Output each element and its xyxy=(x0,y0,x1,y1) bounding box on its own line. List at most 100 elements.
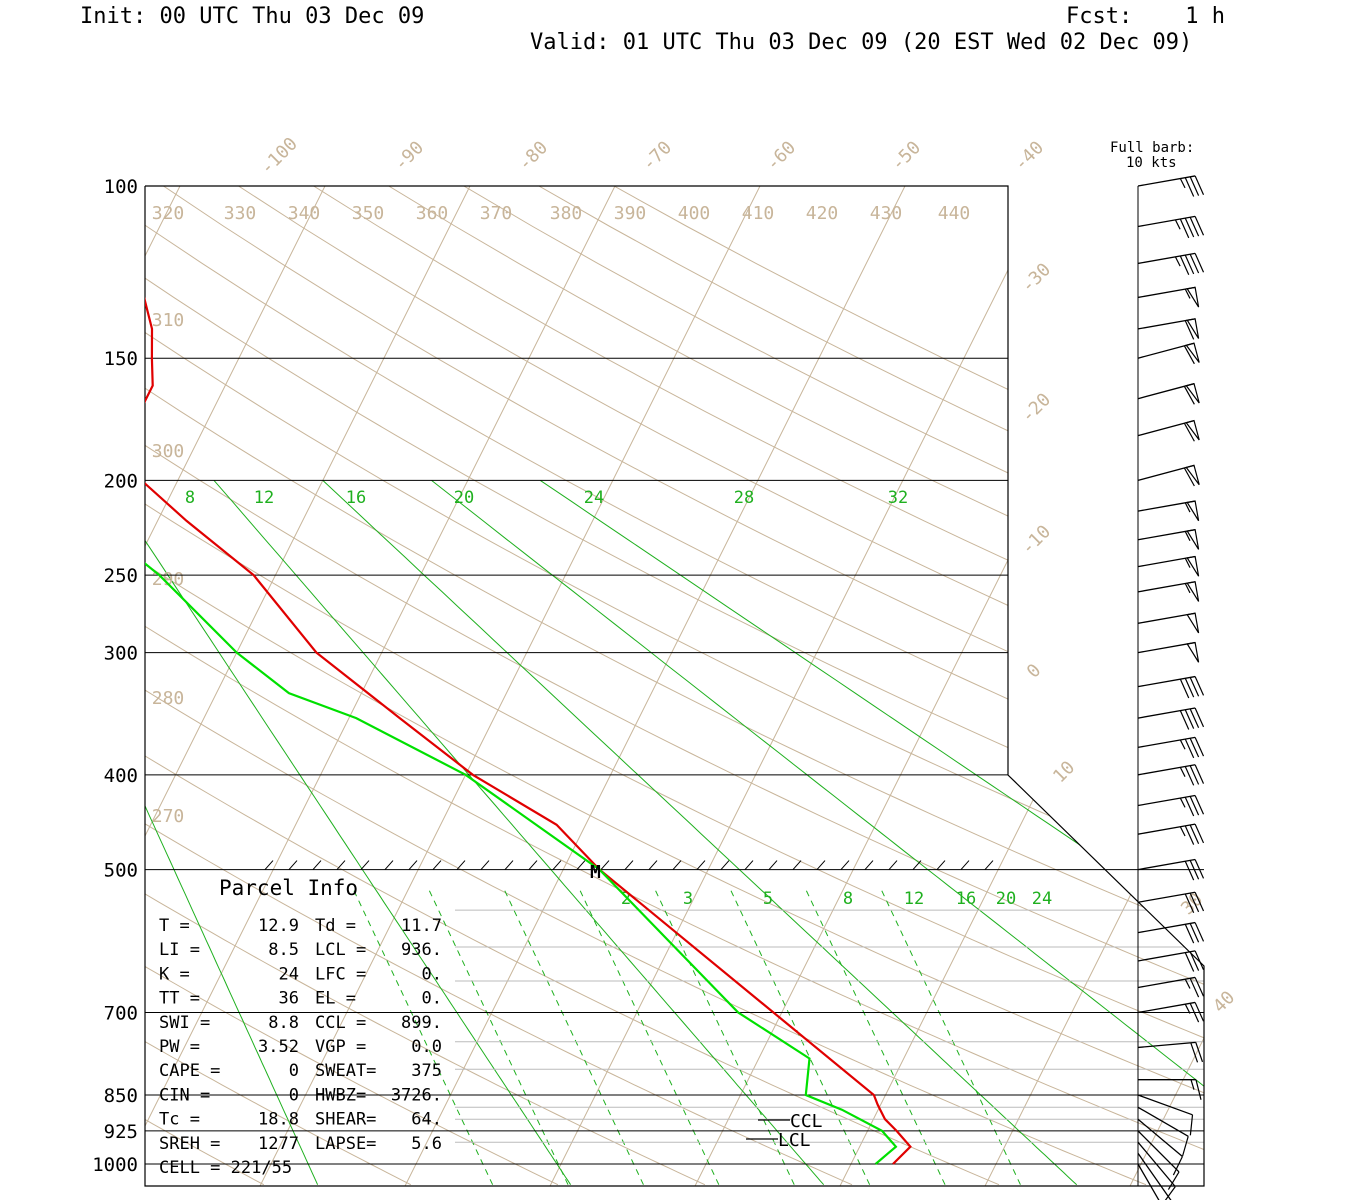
parcel-info-cell: Td = xyxy=(315,916,356,936)
parcel-info-cell: Tc = xyxy=(159,1110,200,1130)
mixing-ratio-curve xyxy=(145,480,319,1185)
hatch-tick xyxy=(984,860,994,870)
parcel-info-cell: CELL = 221/55 xyxy=(159,1158,292,1178)
wind-barb xyxy=(1137,1163,1160,1200)
mixing-ratio-label: 16 xyxy=(956,889,976,909)
dry-adiabat-line xyxy=(145,186,412,1186)
theta-label: 410 xyxy=(742,203,775,224)
mixing-ratio-label: 12 xyxy=(904,889,924,909)
mixing-ratio-dashed-line xyxy=(351,886,494,1185)
isotherm-label: -20 xyxy=(1017,389,1055,427)
wind-barb xyxy=(1137,500,1200,522)
parcel-info-cell: 11.7 xyxy=(401,916,442,936)
theta-label: 360 xyxy=(416,203,449,224)
hatch-tick xyxy=(744,860,754,870)
pressure-label: 1000 xyxy=(92,1154,138,1176)
hatch-tick xyxy=(432,860,442,870)
parcel-info-cell: 0 xyxy=(289,1061,299,1081)
isotherm-label: -100 xyxy=(256,133,302,179)
hatch-tick xyxy=(864,860,874,870)
parcel-info-cell: PW = xyxy=(159,1037,200,1057)
theta-label: 340 xyxy=(288,203,321,224)
dry-adiabat-line xyxy=(145,186,1204,1186)
parcel-info-cell: 18.8 xyxy=(258,1110,299,1130)
wind-barb xyxy=(1137,318,1200,340)
parcel-info-cell: 24 xyxy=(279,964,299,984)
parcel-info-title: Parcel Info xyxy=(219,876,358,900)
isotherm-line xyxy=(145,186,493,1186)
theta-label: 380 xyxy=(550,203,583,224)
hatch-tick xyxy=(336,860,346,870)
mixing-ratio-label: 2 xyxy=(621,889,631,909)
hatch-tick xyxy=(408,860,418,870)
wind-barb xyxy=(1137,1118,1183,1176)
barb-legend-line1: Full barb: xyxy=(1110,140,1194,156)
isotherm-line xyxy=(830,186,1204,1186)
wind-barb xyxy=(1137,1001,1205,1023)
hatch-tick xyxy=(528,860,538,870)
parcel-info-cell: 12.9 xyxy=(258,916,299,936)
parcel-info-cell: SHEAR= xyxy=(315,1110,376,1130)
wind-barb xyxy=(1137,1041,1204,1063)
wind-barb xyxy=(1137,464,1200,487)
hatch-tick xyxy=(624,860,634,870)
hatch-tick xyxy=(456,860,466,870)
isotherm-label: 10 xyxy=(1049,757,1079,787)
parcel-info-cell: 1277 xyxy=(258,1134,299,1154)
hatch-tick xyxy=(672,860,682,870)
mixing-ratio-curve xyxy=(540,479,1204,1186)
parcel-info-cell: SWEAT= xyxy=(315,1061,376,1081)
hatch-tick xyxy=(936,860,946,870)
theta-label: 330 xyxy=(224,203,257,224)
isotherm-label: -50 xyxy=(887,137,925,175)
wind-barb xyxy=(1137,1106,1189,1157)
mixing-ratio-curve xyxy=(431,480,1204,1186)
wind-barb xyxy=(1137,823,1205,845)
parcel-info-cell: 0. xyxy=(422,964,442,984)
theta-label: 300 xyxy=(152,441,185,462)
mixing-ratio-dashed-line xyxy=(577,886,720,1185)
hatch-tick xyxy=(792,860,802,870)
wind-barb xyxy=(1137,382,1200,405)
hatch-tick xyxy=(888,860,898,870)
temperature-profile xyxy=(145,186,912,1165)
mixing-ratio-dashed-line xyxy=(803,886,946,1185)
wind-barb xyxy=(1137,707,1205,730)
dry-adiabat-line xyxy=(145,186,1147,1186)
parcel-info-cell: LCL = xyxy=(315,940,366,960)
isotherm-line xyxy=(395,186,928,1186)
parcel-info-cell: LFC = xyxy=(315,964,366,984)
isotherm-label: 30 xyxy=(1177,889,1207,919)
isotherm-line xyxy=(0,141,57,1200)
theta-label: 400 xyxy=(678,203,711,224)
hatch-tick xyxy=(648,860,658,870)
hatch-tick xyxy=(264,860,274,870)
dewpoint-profile xyxy=(145,186,898,1165)
mixing-ratio-label: 8 xyxy=(843,889,853,909)
pressure-label: 500 xyxy=(104,860,138,882)
hatch-tick xyxy=(312,860,322,870)
parcel-info-cell: 899. xyxy=(401,1013,442,1033)
dry-adiabat-line xyxy=(463,186,1204,1186)
isotherm-line xyxy=(145,186,348,1186)
mixing-ratio-dashed-line xyxy=(653,886,795,1185)
pressure-label: 150 xyxy=(104,348,138,370)
pressure-label: 925 xyxy=(104,1121,138,1143)
dry-adiabat-line xyxy=(317,186,1204,1186)
isotherm-label: -30 xyxy=(1017,259,1055,297)
parcel-info-cell: 36 xyxy=(279,989,299,1009)
hatch-tick xyxy=(552,860,562,870)
wind-barb xyxy=(1137,794,1205,817)
valid-time: Valid: 01 UTC Thu 03 Dec 09 (20 EST Wed … xyxy=(530,30,1193,55)
isotherm-label: -80 xyxy=(514,137,552,175)
barb-legend-line2: 10 kts xyxy=(1126,155,1177,171)
wind-barb xyxy=(1137,950,1205,972)
theta-label: 430 xyxy=(870,203,903,224)
dry-adiabat-line xyxy=(390,186,1204,1186)
isotherm-line xyxy=(975,186,1204,1186)
hatch-tick xyxy=(840,860,850,870)
pressure-label: 300 xyxy=(104,643,138,665)
mixing-ratio-label: 12 xyxy=(254,488,274,508)
isotherm-label: -70 xyxy=(638,137,676,175)
dry-adiabat-line xyxy=(145,186,853,1186)
